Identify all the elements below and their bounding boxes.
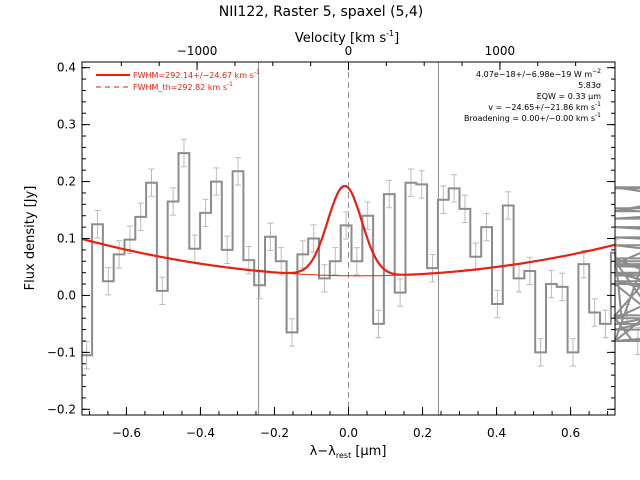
y-tick-label: 0.1: [57, 232, 76, 246]
fit-series: [81, 184, 616, 277]
y-tick-label: 0.0: [57, 288, 76, 302]
annotation-flux: 4.07e−18+/−6.98e−19 W m−2: [476, 68, 601, 79]
x-axis-label-unit: [μm]: [351, 444, 386, 459]
legend-fit-sup: -1: [254, 69, 260, 76]
annotation-broadening-sup: -1: [595, 112, 601, 119]
x-axis-label-text: λ−λ: [310, 444, 337, 459]
reference-lines: [258, 62, 439, 415]
annotation-broadening: Broadening = 0.00+/−0.00 km s-1: [464, 112, 601, 123]
annotation-eqw: EQW = 0.33 μm: [537, 92, 601, 101]
legend: FWHM=292.14+/−24.67 km s-1 FWHM_th=292.8…: [96, 69, 260, 92]
legend-fit-text: FWHM=292.14+/−24.67 km s: [133, 71, 254, 80]
gaussian-fit-line: [81, 184, 616, 276]
x-tick-label: −0.2: [260, 426, 289, 440]
legend-th-label: FWHM_th=292.82 km s-1: [133, 81, 233, 92]
x-tick-label: 0.0: [339, 426, 358, 440]
legend-fit-label: FWHM=292.14+/−24.67 km s-1: [133, 69, 260, 80]
x-tick-label: −0.4: [186, 426, 215, 440]
top-axis-label-sup: -1: [386, 29, 394, 38]
y-axis-label: Flux density [Jy]: [23, 186, 38, 291]
chart-title: NII122, Raster 5, spaxel (5,4): [219, 4, 424, 20]
x-axis-label: λ−λrest [μm]: [310, 444, 387, 460]
annotation-sigma-text: 5.83σ: [578, 81, 601, 90]
annotation-velocity-sup: -1: [595, 101, 601, 108]
x-tick-label: 0.2: [413, 426, 432, 440]
annotation-velocity-text: v = −24.65+/−21.86 km s: [488, 103, 595, 112]
x-tick-label: −0.6: [112, 426, 141, 440]
legend-th-sup: -1: [227, 81, 233, 88]
annotation-sigma: 5.83σ: [578, 81, 601, 90]
y-tick-label: 0.4: [57, 61, 76, 75]
spectrum-line: [82, 152, 640, 357]
fit-annotations: 4.07e−18+/−6.98e−19 W m−2 5.83σ EQW = 0.…: [464, 68, 601, 123]
x-tick-label: 0.4: [487, 426, 506, 440]
x-axis-label-sub: rest: [336, 451, 351, 460]
y-tick-label: −0.2: [47, 402, 76, 416]
y-tick-label: 0.3: [57, 118, 76, 132]
annotation-flux-text: 4.07e−18+/−6.98e−19 W m: [476, 70, 592, 79]
x-tick-label: 0.6: [561, 426, 580, 440]
top-axis-label-close: ]: [394, 31, 399, 46]
annotation-eqw-text: EQW = 0.33 μm: [537, 92, 601, 101]
annotation-broadening-text: Broadening = 0.00+/−0.00 km s: [464, 114, 595, 123]
top-tick-label: 1000: [485, 44, 516, 58]
top-tick-label: −1000: [177, 44, 218, 58]
annotation-flux-sup: −2: [592, 68, 601, 75]
top-axis-label-text: Velocity [km s: [295, 31, 387, 46]
legend-th-text: FWHM_th=292.82 km s: [133, 83, 227, 92]
axes: −0.6 −0.4 −0.2 0.0 0.2 0.4 0.6 −0.2 −0.1 0.0 0.1 0.…: [47, 44, 616, 440]
annotation-velocity: v = −24.65+/−21.86 km s-1: [488, 101, 601, 112]
top-axis-label: Velocity [km s-1]: [295, 29, 399, 46]
y-tick-label: 0.2: [57, 175, 76, 189]
top-tick-label: 0: [345, 44, 353, 58]
y-tick-label: −0.1: [47, 345, 76, 359]
spectrum-series: [82, 152, 640, 357]
